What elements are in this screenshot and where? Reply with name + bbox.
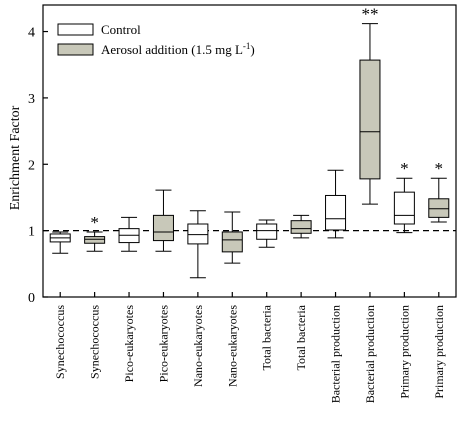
x-tick-label: Total bacteria <box>294 304 308 370</box>
y-axis-label: Enrichment Factor <box>8 105 23 210</box>
significance-marker: * <box>435 159 444 178</box>
box-item <box>49 231 71 254</box>
legend-label-control: Control <box>101 22 141 37</box>
y-tick-label: 1 <box>28 225 35 240</box>
x-tick-label: Bacterial production <box>363 305 377 403</box>
iqr-box <box>152 214 174 242</box>
iqr-box <box>221 231 243 253</box>
iqr-box <box>325 194 347 231</box>
box-item <box>118 216 140 252</box>
x-tick-label: Synechococcus <box>88 305 102 379</box>
x-tick-label: Pico-eukaryotes <box>156 305 170 383</box>
significance-marker: * <box>400 159 409 178</box>
box-series: **** * <box>49 5 450 279</box>
iqr-box <box>290 220 312 234</box>
y-tick-label: 3 <box>28 92 35 107</box>
plot-area-frame <box>42 4 457 298</box>
x-tick-label: Synechococcus <box>53 305 67 379</box>
iqr-box <box>428 198 450 218</box>
y-axis-title: Enrichment Factor <box>8 105 23 210</box>
legend-swatch-aerosol <box>57 43 94 56</box>
x-axis: Synechococcus Synechococcus Pico-eukaryote… <box>53 292 446 403</box>
box-item: * <box>84 213 106 252</box>
box-item <box>187 210 209 279</box>
iqr-box <box>84 236 106 244</box>
box-item <box>290 214 312 239</box>
significance-marker: * <box>90 213 99 232</box>
box-item <box>221 211 243 264</box>
box-item <box>152 189 174 252</box>
x-tick-label: Nano-eukaryotes <box>225 305 239 387</box>
y-tick-label: 0 <box>28 291 35 306</box>
x-tick-label: Bacterial production <box>329 305 343 403</box>
legend: Control Aerosol addition (1.5 mg L-1) <box>57 22 255 57</box>
iqr-box <box>256 223 278 240</box>
iqr-box <box>187 223 209 245</box>
y-tick-label: 2 <box>28 158 35 173</box>
box-item: * <box>428 159 450 223</box>
x-tick-label: Nano-eukaryotes <box>191 305 205 387</box>
legend-label-aerosol: Aerosol addition (1.5 mg L-1) <box>101 41 255 57</box>
legend-swatch-control <box>57 23 94 36</box>
iqr-box <box>393 191 415 225</box>
iqr-box <box>359 59 381 180</box>
y-tick-label: 4 <box>28 26 35 41</box>
box-item <box>256 219 278 248</box>
box-item <box>325 169 347 239</box>
x-tick-label: Pico-eukaryotes <box>122 305 136 383</box>
x-tick-label: Total bacteria <box>260 304 274 370</box>
significance-marker: ** <box>361 5 378 24</box>
box-item: * <box>393 159 415 234</box>
box-item: ** <box>359 5 381 205</box>
y-axis: 0 1 2 3 4 <box>28 26 48 306</box>
x-tick-label: Primary production <box>432 305 446 399</box>
x-tick-label: Primary production <box>397 305 411 399</box>
